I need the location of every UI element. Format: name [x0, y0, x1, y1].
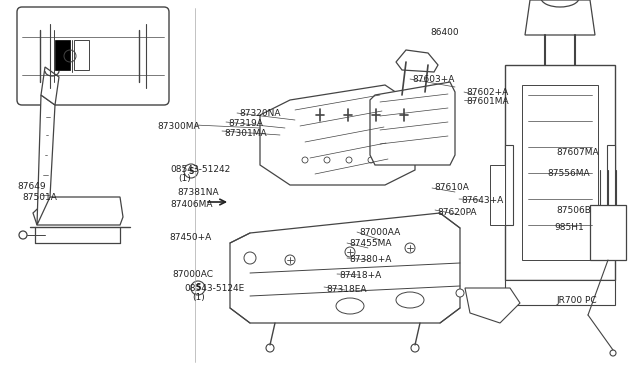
Text: (1): (1)	[192, 293, 205, 302]
Text: (1): (1)	[178, 174, 191, 183]
Ellipse shape	[396, 292, 424, 308]
Text: 87000AC: 87000AC	[172, 270, 213, 279]
Text: 87418+A: 87418+A	[339, 271, 381, 280]
Text: 87000AA: 87000AA	[359, 228, 400, 237]
Circle shape	[368, 157, 374, 163]
Text: 87610A: 87610A	[434, 183, 469, 192]
Bar	[505, 280, 615, 305]
Text: 87501A: 87501A	[22, 193, 57, 202]
Text: 87380+A: 87380+A	[349, 255, 392, 264]
Text: 87620PA: 87620PA	[437, 208, 477, 217]
Bar	[505, 145, 513, 225]
Polygon shape	[41, 67, 59, 105]
Text: 87450+A: 87450+A	[169, 233, 211, 242]
Text: JR700 PC: JR700 PC	[556, 296, 596, 305]
Circle shape	[610, 350, 616, 356]
Text: 87607MA: 87607MA	[556, 148, 598, 157]
Text: 86400: 86400	[430, 28, 459, 37]
Text: 08543-51242: 08543-51242	[170, 165, 230, 174]
Text: 985H1: 985H1	[554, 223, 584, 232]
Polygon shape	[525, 0, 595, 35]
Text: 87649: 87649	[17, 182, 45, 191]
Circle shape	[346, 157, 352, 163]
Circle shape	[405, 243, 415, 253]
Circle shape	[191, 281, 205, 295]
Text: 08543-5124E: 08543-5124E	[184, 284, 244, 293]
Circle shape	[285, 255, 295, 265]
Text: 87603+A: 87603+A	[412, 75, 454, 84]
Text: 87319A: 87319A	[228, 119, 263, 128]
Polygon shape	[230, 213, 460, 323]
Bar	[505, 65, 615, 280]
Circle shape	[266, 344, 274, 352]
Ellipse shape	[336, 298, 364, 314]
Bar	[55, 40, 70, 70]
Text: 87602+A: 87602+A	[466, 88, 508, 97]
Polygon shape	[33, 197, 123, 225]
Bar	[590, 205, 626, 260]
Bar	[74, 40, 89, 70]
Polygon shape	[465, 288, 520, 323]
Text: 87406MA: 87406MA	[170, 200, 212, 209]
Circle shape	[345, 247, 355, 257]
Text: 87381NA: 87381NA	[177, 188, 219, 197]
Text: 87300MA: 87300MA	[157, 122, 200, 131]
Circle shape	[19, 231, 27, 239]
Bar	[607, 145, 615, 225]
Circle shape	[456, 289, 464, 297]
Text: 87318EA: 87318EA	[326, 285, 367, 294]
Polygon shape	[37, 95, 55, 225]
Circle shape	[244, 252, 256, 264]
Circle shape	[390, 157, 396, 163]
Text: S: S	[195, 283, 201, 292]
Circle shape	[411, 344, 419, 352]
Text: 87320NA: 87320NA	[239, 109, 280, 118]
Polygon shape	[260, 85, 415, 185]
FancyBboxPatch shape	[17, 7, 169, 105]
Text: 87601MA: 87601MA	[466, 97, 509, 106]
Polygon shape	[396, 50, 438, 72]
Text: 87455MA: 87455MA	[349, 239, 392, 248]
Text: 87301MA: 87301MA	[224, 129, 267, 138]
Polygon shape	[490, 165, 505, 225]
Polygon shape	[370, 82, 455, 165]
Text: 87643+A: 87643+A	[461, 196, 503, 205]
Text: 87506B: 87506B	[556, 206, 591, 215]
Text: S: S	[188, 167, 194, 176]
Text: 87556MA: 87556MA	[547, 169, 589, 178]
Circle shape	[184, 164, 198, 178]
Circle shape	[302, 157, 308, 163]
Bar	[522, 85, 598, 260]
Circle shape	[324, 157, 330, 163]
